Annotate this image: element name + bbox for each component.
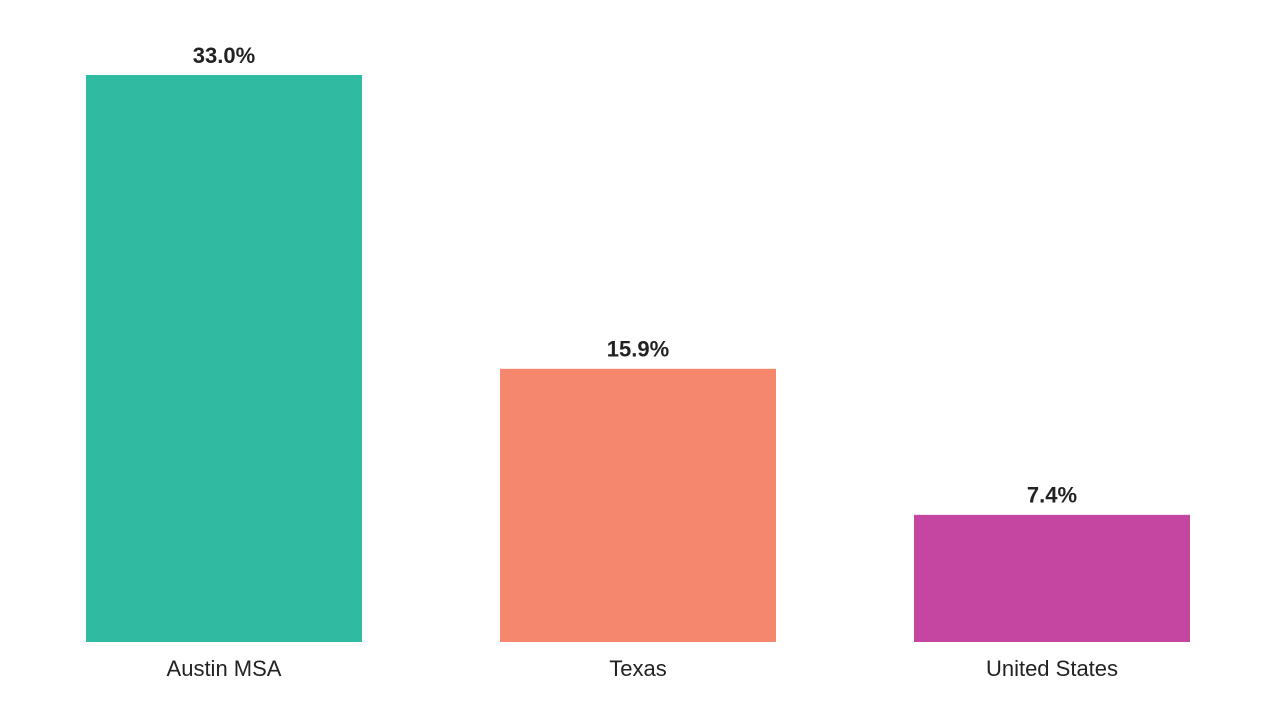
x-tick-label: Austin MSA <box>167 656 282 681</box>
value-label: 15.9% <box>607 337 669 362</box>
value-label: 7.4% <box>1027 483 1077 508</box>
bar <box>914 514 1190 642</box>
value-label: 33.0% <box>193 43 255 68</box>
x-tick-label: Texas <box>609 656 666 681</box>
bar <box>500 368 776 642</box>
x-tick-label: United States <box>986 656 1118 681</box>
bar <box>86 75 362 642</box>
